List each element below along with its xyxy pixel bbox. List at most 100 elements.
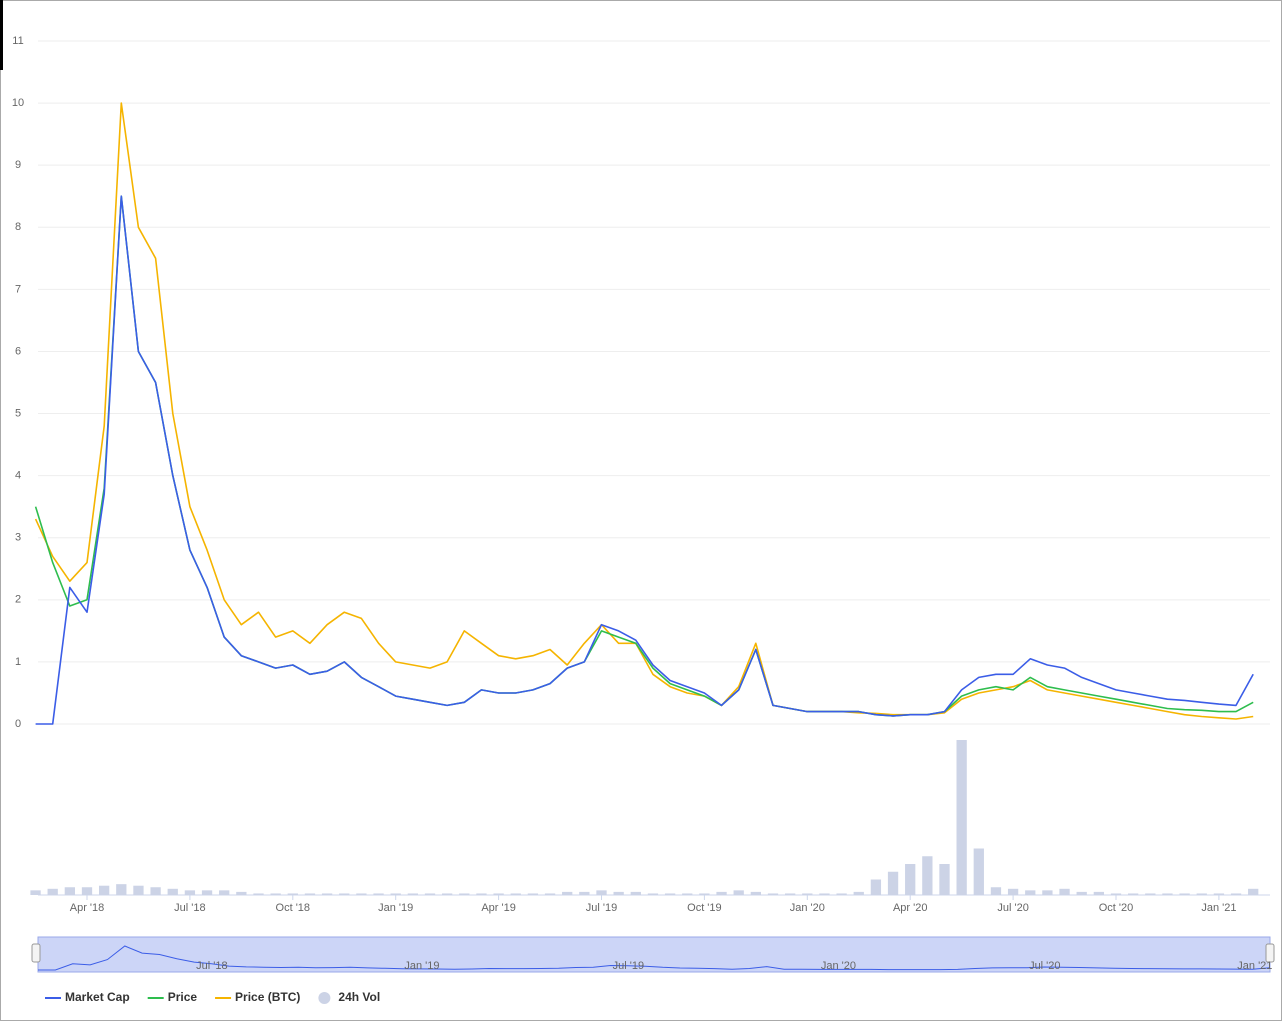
volume-bar xyxy=(1059,888,1070,895)
volume-bar xyxy=(699,893,710,895)
volume-bar xyxy=(819,893,830,895)
volume-bar xyxy=(116,884,127,895)
navigator-line xyxy=(38,945,1271,971)
x-tick-label: Oct '19 xyxy=(687,902,722,914)
navigator-handle[interactable] xyxy=(1265,943,1275,963)
volume-bar xyxy=(939,864,950,895)
volume-bar xyxy=(270,893,281,895)
legend-text: Price (BTC) xyxy=(235,990,300,1004)
volume-bar xyxy=(424,893,436,895)
volume-bar xyxy=(562,891,573,895)
volume-bar xyxy=(785,893,796,895)
volume-bar xyxy=(321,893,333,895)
volume-bar xyxy=(201,890,213,895)
x-tick-label: Apr '19 xyxy=(481,902,516,914)
series-line xyxy=(35,195,1254,725)
y-tick-label: 0 xyxy=(15,718,21,730)
x-tick-label: Apr '18 xyxy=(70,902,105,914)
volume-bar xyxy=(527,893,539,895)
navigator-label: Jan '19 xyxy=(404,960,439,972)
legend-item[interactable]: Market Cap xyxy=(45,990,130,1004)
volume-bar xyxy=(287,893,298,895)
navigator-handle[interactable] xyxy=(31,943,41,963)
y-tick-label: 11 xyxy=(12,35,23,47)
volume-bar xyxy=(1042,890,1053,895)
volume-bar xyxy=(1162,893,1173,895)
volume-bar xyxy=(1007,888,1019,895)
volume-bar xyxy=(1196,893,1207,895)
legend-item[interactable]: Price xyxy=(147,990,198,1004)
volume-bar xyxy=(1093,891,1104,895)
legend-item[interactable]: 24h Vol xyxy=(318,990,380,1004)
volume-bar xyxy=(1110,893,1122,895)
volume-bar xyxy=(836,893,847,895)
volume-bar xyxy=(802,893,813,895)
y-tick-label: 2 xyxy=(15,594,21,606)
volume-bar xyxy=(887,871,899,895)
y-tick-label: 6 xyxy=(15,345,21,357)
y-tick-label: 8 xyxy=(15,221,21,233)
volume-bar xyxy=(664,893,676,895)
y-tick-label: 7 xyxy=(15,283,21,295)
legend-item[interactable]: Price (BTC) xyxy=(215,990,300,1004)
x-tick-label: Jan '19 xyxy=(378,902,413,914)
legend-symbol xyxy=(318,992,331,1004)
x-tick-label: Apr '20 xyxy=(893,902,928,914)
x-tick-label: Oct '20 xyxy=(1099,902,1134,914)
volume-bar xyxy=(30,890,41,895)
volume-bar xyxy=(304,893,316,895)
volume-bar xyxy=(870,879,882,895)
volume-bar xyxy=(1025,890,1036,895)
volume-bar xyxy=(373,893,384,895)
volume-bar xyxy=(1128,893,1139,895)
volume-bar xyxy=(133,885,144,895)
volume-bar xyxy=(1076,891,1087,895)
volume-bar xyxy=(1145,893,1156,895)
y-tick-label: 4 xyxy=(15,470,21,482)
y-tick-label: 5 xyxy=(15,407,21,419)
series-line xyxy=(34,102,1254,720)
volume-bar xyxy=(150,887,161,895)
volume-bar xyxy=(81,887,93,895)
volume-bar xyxy=(990,887,1002,895)
volume-bar xyxy=(356,893,367,895)
volume-bar xyxy=(390,893,401,895)
volume-bar xyxy=(647,893,659,895)
navigator-label: Jul '18 xyxy=(196,960,227,972)
volume-bar xyxy=(99,885,110,895)
volume-bar xyxy=(219,890,230,895)
volume-bar xyxy=(596,890,607,895)
volume-bar xyxy=(750,891,761,895)
volume-bar xyxy=(253,893,264,895)
navigator-label: Jan '21 xyxy=(1237,960,1272,972)
volume-bar xyxy=(579,891,590,895)
volume-bar xyxy=(1230,893,1242,895)
y-tick-label: 10 xyxy=(12,97,24,109)
volume-bar xyxy=(973,848,984,895)
volume-bar xyxy=(184,890,196,895)
x-tick-label: Jan '21 xyxy=(1201,902,1236,914)
volume-bar xyxy=(853,891,864,895)
volume-bar xyxy=(544,893,556,895)
navigator-label: Jul '19 xyxy=(613,960,644,972)
series-line xyxy=(34,195,1254,717)
legend-text: Market Cap xyxy=(65,990,130,1004)
volume-bar xyxy=(459,893,470,895)
volume-bar xyxy=(339,893,350,895)
volume-bar xyxy=(493,893,504,895)
volume-bar xyxy=(613,891,624,895)
volume-bar xyxy=(922,856,933,895)
navigator xyxy=(37,936,1271,973)
legend-text: 24h Vol xyxy=(338,990,380,1004)
y-tick-label: 3 xyxy=(15,532,21,544)
volume-bar xyxy=(630,891,641,895)
volume-bar xyxy=(47,888,58,895)
volume-bar xyxy=(1213,893,1225,895)
volume-bar xyxy=(956,740,967,895)
volume-bar xyxy=(167,888,178,895)
navigator-label: Jan '20 xyxy=(821,960,856,972)
x-tick-label: Oct '18 xyxy=(276,902,311,914)
volume-bar xyxy=(1248,888,1259,895)
